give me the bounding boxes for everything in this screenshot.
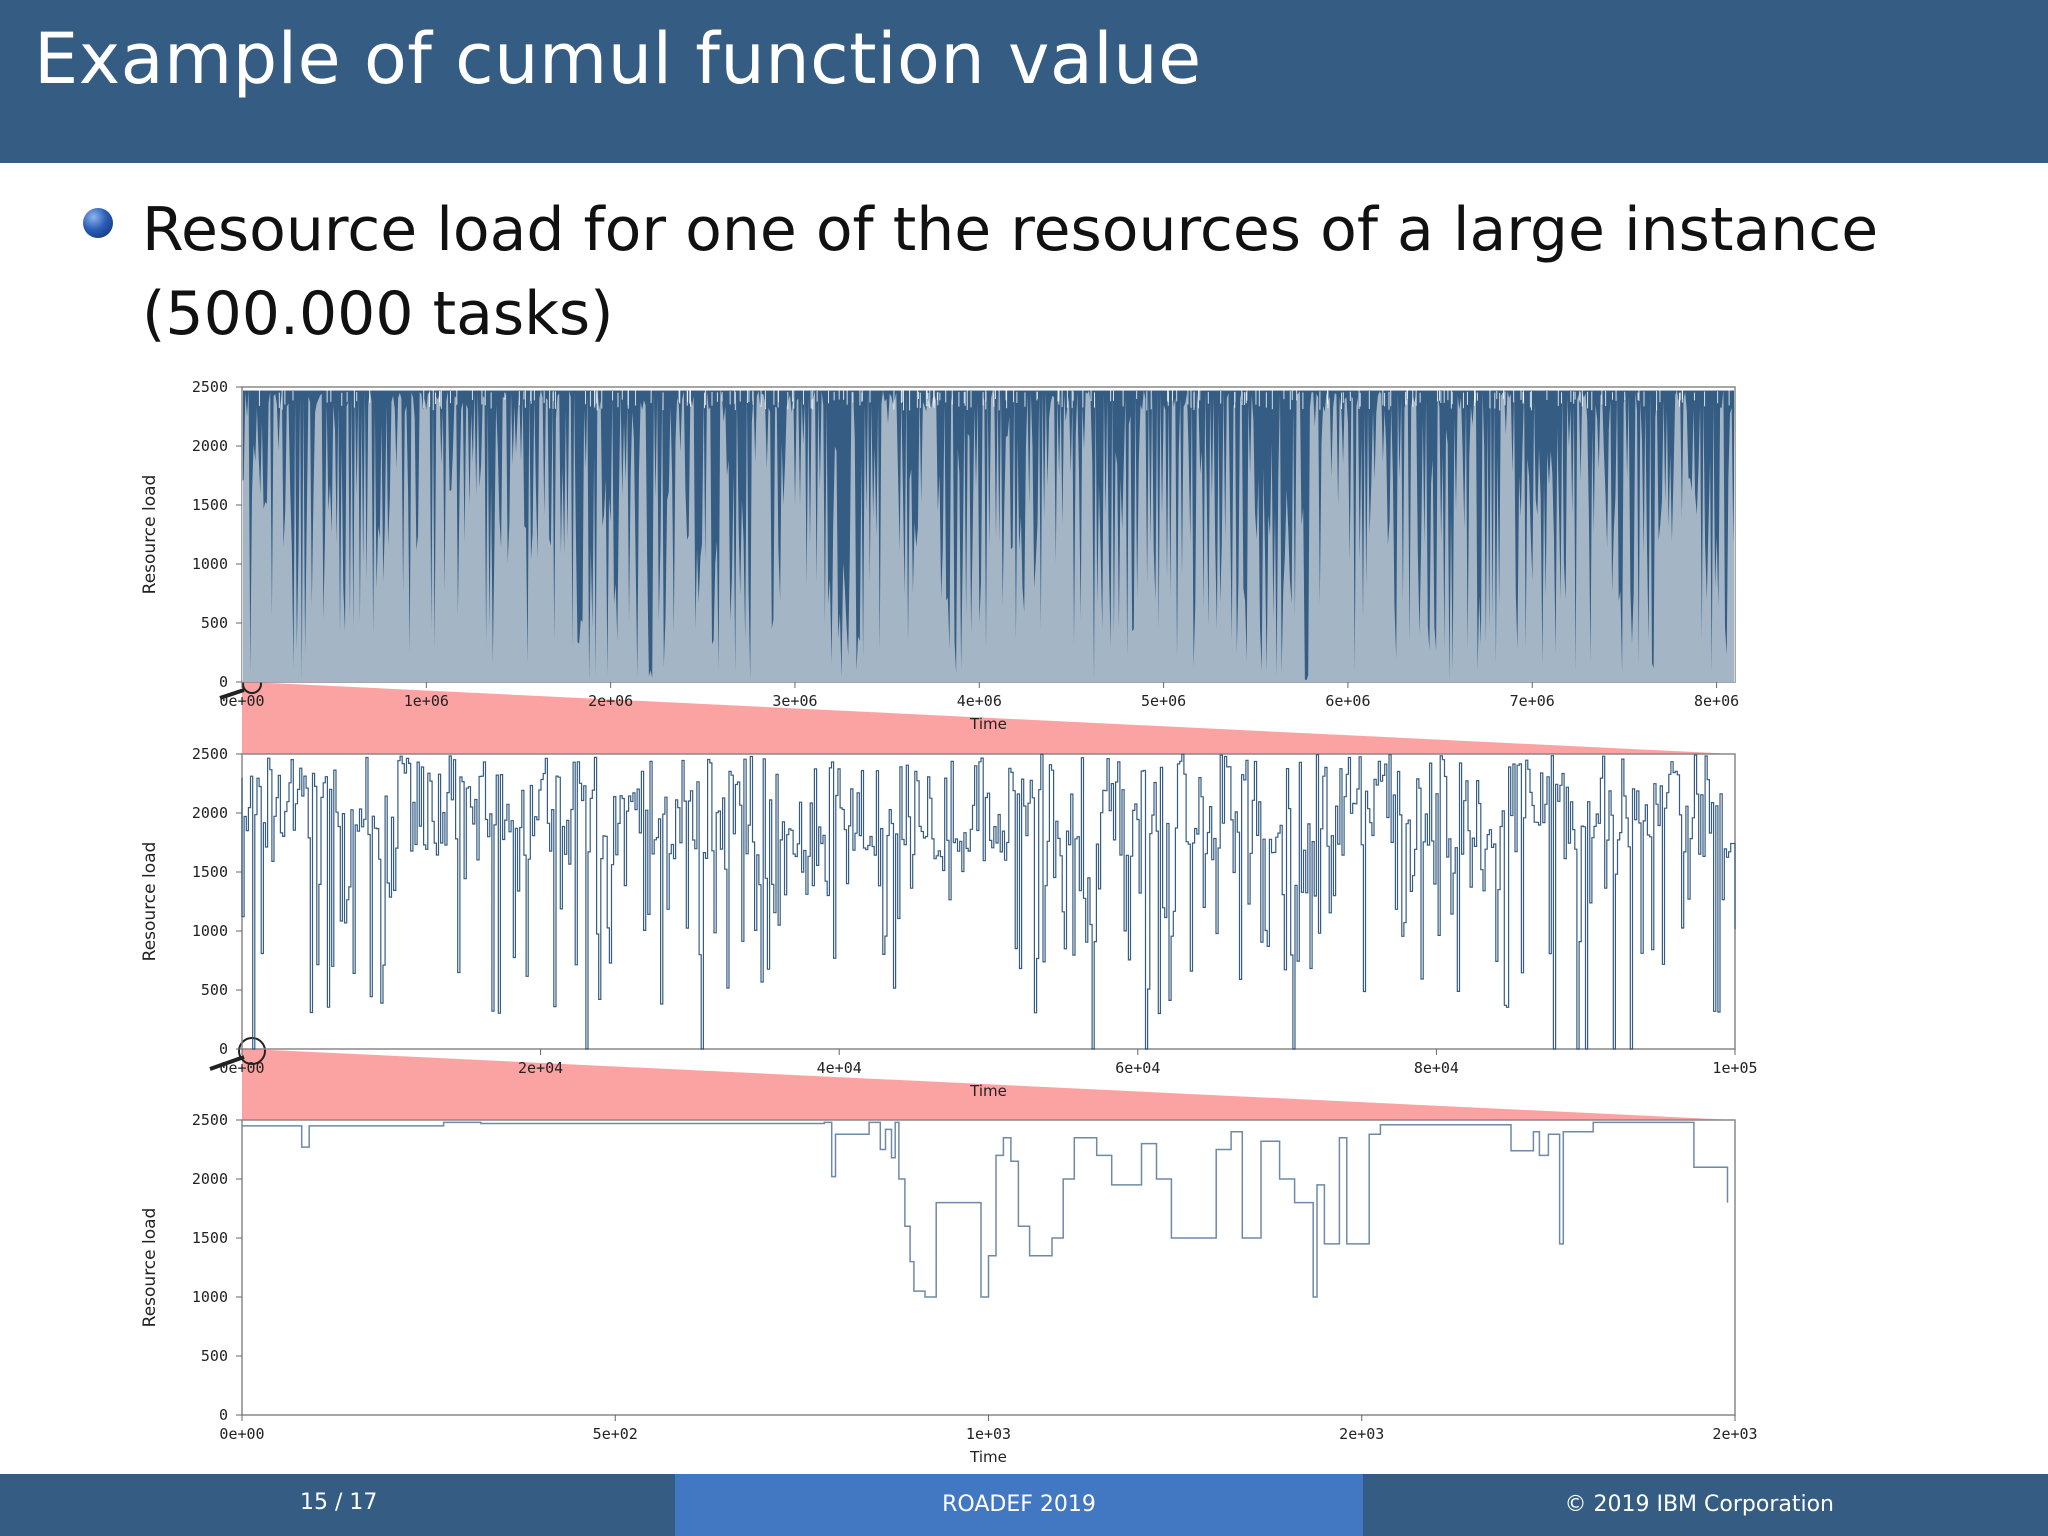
y-tick-label: 500 [201, 614, 228, 632]
y-tick-label: 500 [201, 1347, 228, 1365]
y-tick-label: 2000 [192, 437, 228, 455]
x-tick-label: 5e+06 [1141, 692, 1186, 710]
conference-label: ROADEF 2019 [942, 1492, 1096, 1517]
slide-title: Example of cumul function value [34, 18, 1202, 100]
x-tick-label: 0e+00 [219, 692, 264, 710]
series-line [241, 753, 1736, 1050]
x-tick-label: 3e+06 [772, 692, 817, 710]
y-tick-label: 1000 [192, 555, 228, 573]
x-tick-label: 4e+04 [817, 1059, 862, 1077]
y-tick-label: 1000 [192, 922, 228, 940]
y-tick-label: 500 [201, 981, 228, 999]
x-tick-label: 8e+06 [1694, 692, 1739, 710]
copyright: © 2019 IBM Corporation [1564, 1492, 1835, 1517]
footer: 15 / 17 ROADEF 2019 © 2019 IBM Corporati… [0, 1474, 2048, 1536]
x-tick-label: 1e+06 [404, 692, 449, 710]
y-tick-label: 1000 [192, 1288, 228, 1306]
y-tick-label: 1500 [192, 496, 228, 514]
magnifier-handle [219, 688, 245, 700]
x-tick-label: 2e+06 [588, 692, 633, 710]
y-tick-label: 0 [219, 673, 228, 691]
x-tick-label: 1e+05 [1712, 1059, 1757, 1077]
y-tick-label: 1500 [192, 863, 228, 881]
y-axis-label: Resource load [140, 475, 160, 595]
y-axis-label: Resource load [140, 1208, 160, 1328]
magnifier-handle [209, 1055, 245, 1071]
x-tick-label: 0e+00 [219, 1059, 264, 1077]
bullet-icon [83, 208, 113, 238]
y-tick-label: 2500 [192, 745, 228, 763]
x-tick-label: 5e+02 [593, 1425, 638, 1443]
x-tick-label: 0e+00 [219, 1425, 264, 1443]
y-tick-label: 2000 [192, 804, 228, 822]
y-tick-label: 0 [219, 1040, 228, 1058]
x-tick-label: 4e+06 [957, 692, 1002, 710]
y-tick-label: 2500 [192, 1111, 228, 1129]
x-tick-label: 2e+03 [1712, 1425, 1757, 1443]
x-tick-label: 7e+06 [1510, 692, 1555, 710]
y-tick-label: 2000 [192, 1170, 228, 1188]
y-tick-label: 0 [219, 1406, 228, 1424]
y-axis-label: Resource load [140, 842, 160, 962]
zoom-band [242, 1049, 1735, 1120]
x-tick-label: 1e+03 [966, 1425, 1011, 1443]
page-number: 15 / 17 [300, 1490, 378, 1515]
x-tick-label: 6e+06 [1325, 692, 1370, 710]
slide-header: Example of cumul function value [0, 0, 2048, 163]
bullet-text: Resource load for one of the resources o… [142, 195, 1879, 349]
magnifier-icon [238, 1037, 266, 1065]
x-axis-label: Time [969, 1082, 1007, 1100]
x-axis-label: Time [969, 1448, 1007, 1466]
series-line [242, 1121, 1729, 1298]
footer-conference-block: ROADEF 2019 [675, 1474, 1363, 1536]
x-axis-label: Time [969, 715, 1007, 733]
x-tick-label: 2e+04 [518, 1059, 563, 1077]
x-tick-label: 2e+03 [1339, 1425, 1384, 1443]
zoom-band [242, 682, 1735, 754]
y-tick-label: 1500 [192, 1229, 228, 1247]
x-tick-label: 6e+04 [1115, 1059, 1160, 1077]
area-holes [242, 389, 1735, 682]
x-tick-label: 8e+04 [1414, 1059, 1459, 1077]
y-tick-label: 2500 [192, 378, 228, 396]
